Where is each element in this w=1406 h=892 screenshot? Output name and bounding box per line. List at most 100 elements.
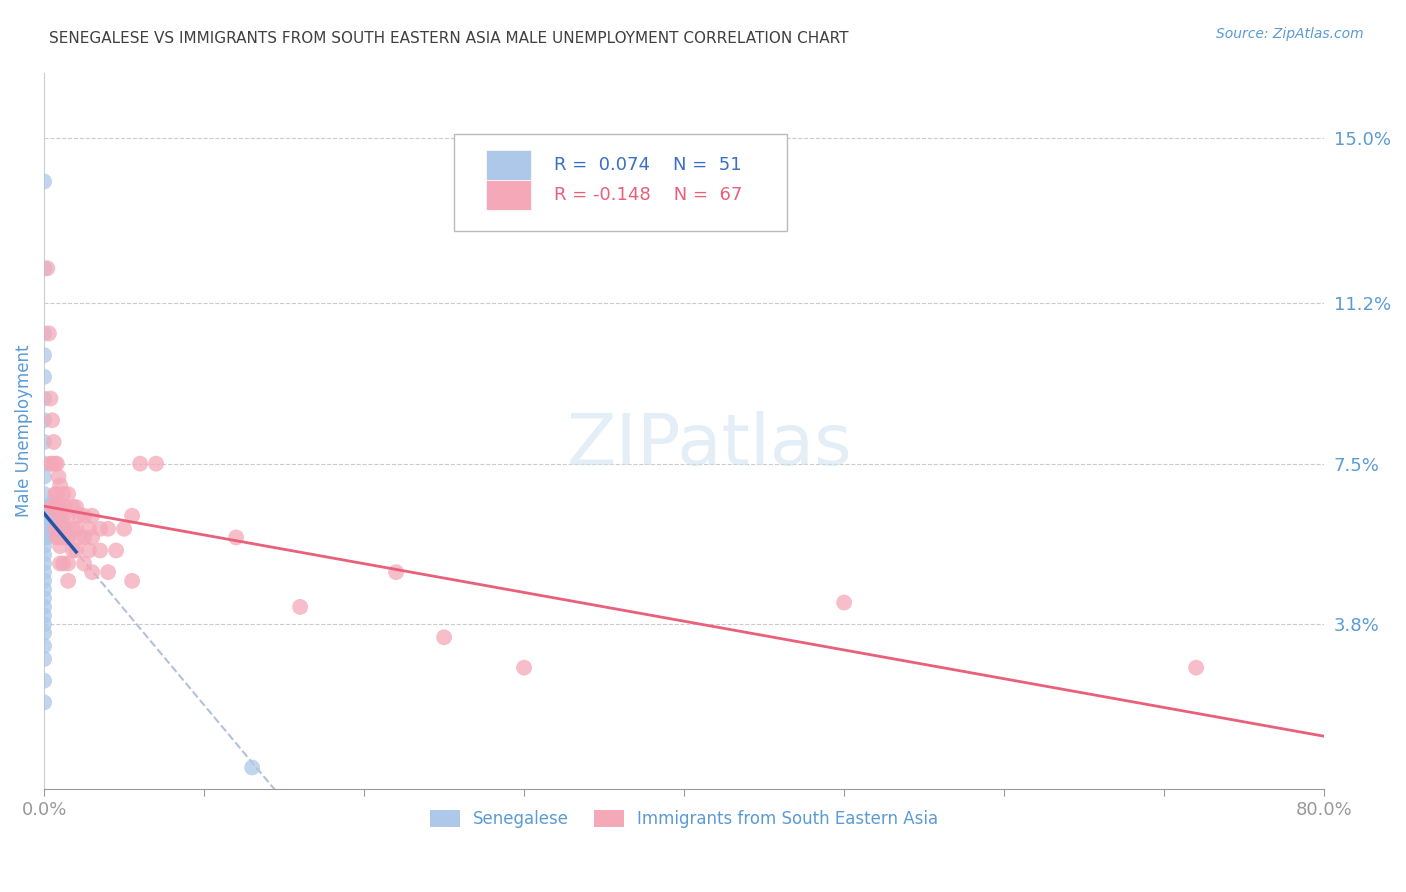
- Point: [42, 500, 65, 514]
- Point: [45, 517, 67, 532]
- Point: [38, 326, 60, 341]
- Point: [48, 500, 70, 514]
- Point: [67, 508, 90, 523]
- Point: [45, 457, 67, 471]
- Point: [62, 543, 84, 558]
- Point: [49, 500, 72, 514]
- Point: [89, 543, 111, 558]
- Point: [41, 457, 63, 471]
- Point: [49, 478, 72, 492]
- Point: [52, 487, 75, 501]
- Point: [49, 539, 72, 553]
- Point: [32, 500, 55, 514]
- Point: [53, 500, 76, 514]
- Point: [56, 574, 79, 588]
- Point: [32, 469, 55, 483]
- Point: [112, 522, 135, 536]
- Point: [32, 591, 55, 606]
- Point: [41, 508, 63, 523]
- Point: [48, 531, 70, 545]
- Point: [56, 531, 79, 545]
- Point: [145, 457, 167, 471]
- Bar: [485, 180, 530, 211]
- Text: Source: ZipAtlas.com: Source: ZipAtlas.com: [1216, 27, 1364, 41]
- Point: [1185, 661, 1208, 675]
- Point: [52, 508, 75, 523]
- Point: [32, 522, 55, 536]
- Point: [513, 661, 536, 675]
- Point: [45, 487, 67, 501]
- Point: [32, 548, 55, 562]
- Point: [32, 348, 55, 362]
- Y-axis label: Male Unemployment: Male Unemployment: [15, 345, 32, 517]
- Point: [32, 673, 55, 688]
- Point: [39, 457, 62, 471]
- Point: [32, 639, 55, 653]
- Point: [38, 513, 60, 527]
- Point: [56, 531, 79, 545]
- Point: [32, 574, 55, 588]
- Point: [48, 469, 70, 483]
- Point: [32, 599, 55, 614]
- Point: [32, 582, 55, 597]
- Text: R = -0.148    N =  67: R = -0.148 N = 67: [554, 186, 742, 204]
- Point: [62, 500, 84, 514]
- Point: [73, 531, 96, 545]
- Point: [32, 539, 55, 553]
- Point: [45, 508, 67, 523]
- Point: [37, 522, 59, 536]
- Point: [32, 326, 55, 341]
- Point: [32, 617, 55, 632]
- Point: [105, 543, 128, 558]
- Point: [37, 261, 59, 276]
- Point: [39, 504, 62, 518]
- Point: [32, 565, 55, 579]
- Point: [41, 413, 63, 427]
- Point: [38, 500, 60, 514]
- Text: ZIPatlas: ZIPatlas: [567, 411, 852, 480]
- Point: [39, 392, 62, 406]
- Point: [32, 369, 55, 384]
- Point: [32, 457, 55, 471]
- Point: [38, 526, 60, 541]
- Point: [97, 522, 120, 536]
- Point: [41, 500, 63, 514]
- Point: [49, 522, 72, 536]
- Point: [225, 531, 247, 545]
- Point: [32, 261, 55, 276]
- Point: [73, 557, 96, 571]
- Point: [49, 557, 72, 571]
- Point: [32, 487, 55, 501]
- Point: [62, 522, 84, 536]
- Point: [32, 608, 55, 623]
- Point: [52, 557, 75, 571]
- Point: [44, 522, 66, 536]
- Point: [77, 543, 100, 558]
- Point: [42, 500, 65, 514]
- Text: SENEGALESE VS IMMIGRANTS FROM SOUTH EASTERN ASIA MALE UNEMPLOYMENT CORRELATION C: SENEGALESE VS IMMIGRANTS FROM SOUTH EAST…: [49, 31, 849, 46]
- Point: [32, 557, 55, 571]
- Point: [121, 574, 143, 588]
- Point: [67, 531, 90, 545]
- Point: [44, 508, 66, 523]
- Point: [45, 531, 67, 545]
- Point: [48, 522, 70, 536]
- Point: [39, 517, 62, 532]
- Point: [65, 543, 87, 558]
- Point: [89, 522, 111, 536]
- Point: [41, 496, 63, 510]
- Point: [32, 434, 55, 449]
- Legend: Senegalese, Immigrants from South Eastern Asia: Senegalese, Immigrants from South Easter…: [423, 803, 945, 835]
- Point: [32, 626, 55, 640]
- Point: [32, 413, 55, 427]
- Point: [52, 522, 75, 536]
- Point: [49, 513, 72, 527]
- Point: [832, 596, 855, 610]
- Point: [56, 557, 79, 571]
- Point: [42, 434, 65, 449]
- Point: [53, 522, 76, 536]
- Point: [37, 508, 59, 523]
- Point: [97, 565, 120, 579]
- Point: [433, 630, 456, 644]
- Point: [32, 695, 55, 709]
